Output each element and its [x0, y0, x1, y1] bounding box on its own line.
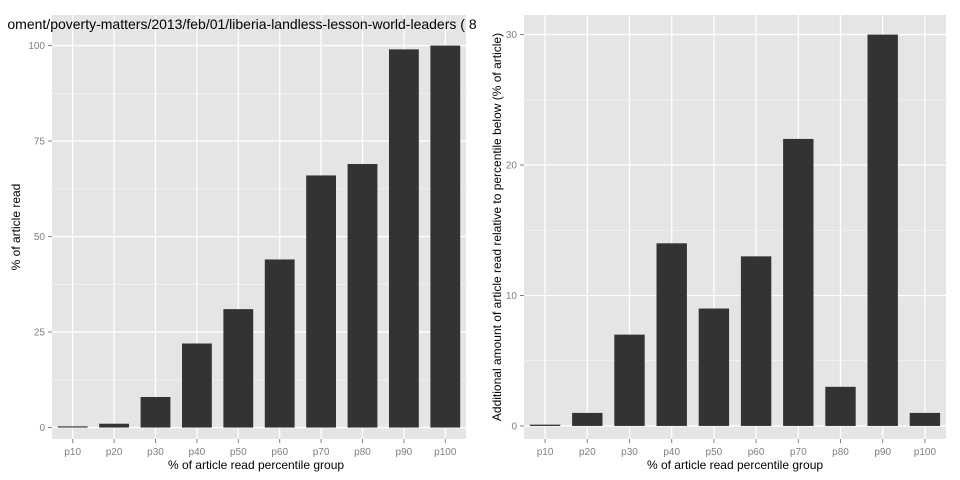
- x-tick-label-p100: p100: [434, 447, 457, 458]
- bar-p80: [347, 163, 378, 428]
- bar-p10: [529, 424, 561, 426]
- x-tick-label-p50: p50: [230, 447, 247, 458]
- bar-p60: [740, 256, 772, 426]
- bar-p40: [181, 343, 212, 428]
- x-axis-label-left: % of article read percentile group: [168, 458, 344, 472]
- chart-title-left: oment/poverty-matters/2013/feb/01/liberi…: [7, 16, 476, 32]
- bar-p40: [656, 243, 687, 426]
- y-tick-label: 25: [34, 328, 46, 339]
- y-tick-label: 20: [506, 161, 518, 172]
- y-ticks-right: 0 10 20 30: [506, 30, 524, 432]
- x-axis-label-right: % of article read percentile group: [647, 458, 823, 472]
- x-tick-label-p70: p70: [313, 447, 330, 458]
- bar-p20: [99, 423, 130, 428]
- bar-p70: [783, 138, 814, 426]
- x-tick-label-p60: p60: [748, 447, 765, 458]
- y-tick-label: 75: [34, 137, 46, 148]
- bar-p10: [57, 426, 88, 428]
- y-tick-label: 10: [506, 291, 518, 302]
- y-tick-label: 0: [39, 423, 45, 434]
- y-tick-label: 50: [34, 232, 46, 243]
- x-tick-label-p40: p40: [189, 447, 206, 458]
- bar-p70: [306, 175, 337, 428]
- bar-p80: [825, 386, 856, 426]
- y-tick-label: 100: [28, 41, 45, 52]
- y-tick-label: 30: [506, 30, 518, 41]
- x-tick-label-p40: p40: [663, 447, 680, 458]
- bar-p30: [614, 334, 645, 426]
- bar-p100: [909, 412, 941, 426]
- x-ticks-left: p10 p20 p30 p40 p50 p60 p70 p80 p90 p100: [64, 439, 457, 458]
- x-tick-label-p60: p60: [271, 447, 288, 458]
- bars-right: [529, 34, 941, 426]
- bars-left: [57, 45, 461, 428]
- x-tick-label-p90: p90: [874, 447, 891, 458]
- x-tick-label-p90: p90: [396, 447, 413, 458]
- x-tick-label-p20: p20: [579, 447, 596, 458]
- bar-p20: [572, 412, 603, 426]
- x-tick-label-p70: p70: [790, 447, 807, 458]
- x-tick-label-p30: p30: [621, 447, 638, 458]
- x-tick-label-p30: p30: [147, 447, 164, 458]
- x-tick-label-p100: p100: [914, 447, 937, 458]
- bar-p60: [264, 259, 295, 428]
- bar-p90: [867, 34, 898, 426]
- y-axis-label-left: % of article read: [9, 184, 23, 271]
- x-tick-label-p50: p50: [706, 447, 723, 458]
- bar-p50: [223, 309, 254, 428]
- x-tick-label-p20: p20: [106, 447, 123, 458]
- bar-p30: [140, 396, 171, 428]
- x-tick-label-p10: p10: [64, 447, 81, 458]
- x-tick-label-p10: p10: [537, 447, 554, 458]
- bar-p90: [388, 49, 419, 428]
- y-ticks-left: 0 25 50 75 100: [28, 41, 52, 434]
- x-tick-label-p80: p80: [354, 447, 371, 458]
- y-axis-label-right: Additional amount of article read relati…: [490, 33, 504, 421]
- x-ticks-right: p10 p20 p30 p40 p50 p60 p70 p80 p90 p100: [537, 439, 937, 458]
- bar-p50: [698, 308, 730, 426]
- x-tick-label-p80: p80: [832, 447, 849, 458]
- bar-p100: [430, 45, 461, 428]
- y-tick-label: 0: [511, 421, 517, 432]
